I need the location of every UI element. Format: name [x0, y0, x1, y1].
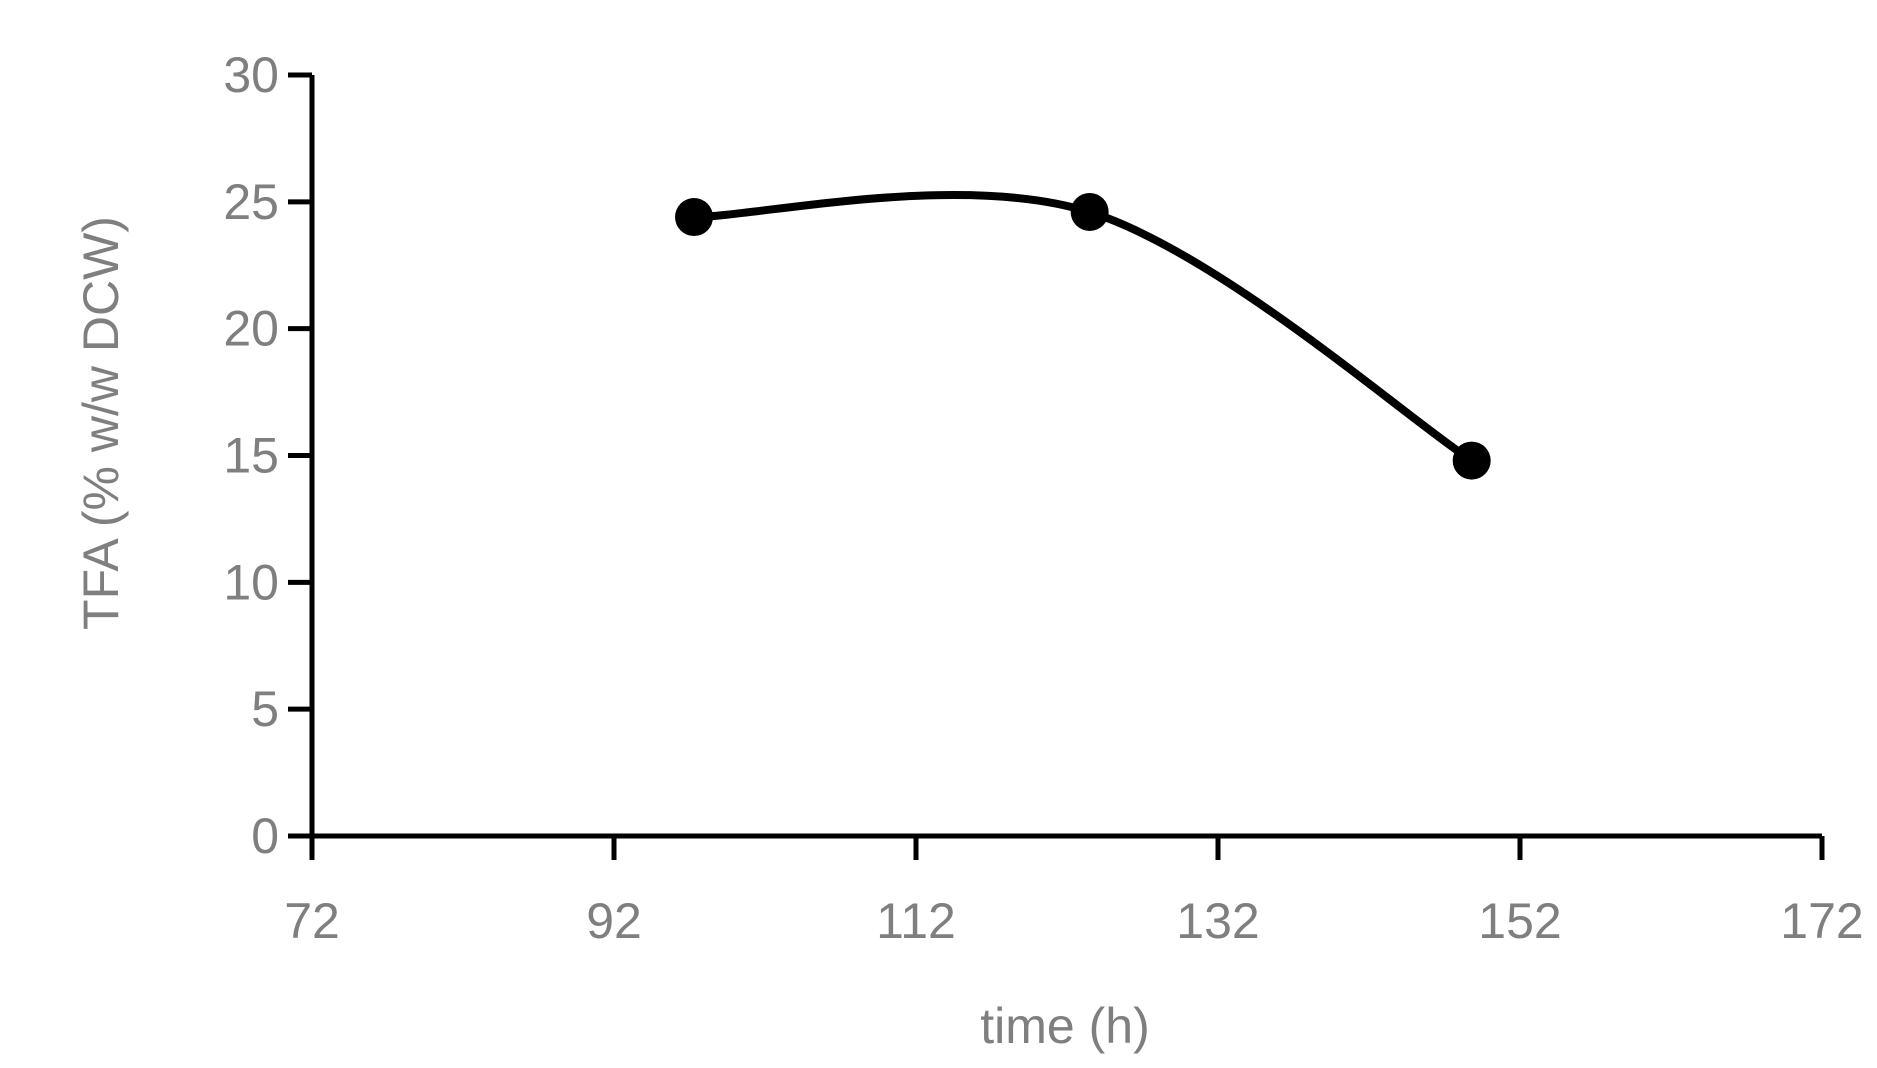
x-tick-label: 172: [1780, 893, 1863, 949]
y-axis-title: TFA (% w/w DCW): [73, 216, 129, 630]
y-tick-label: 5: [251, 681, 279, 737]
x-axis: 72 92 112 132 152 172: [284, 833, 1864, 949]
x-tick-label: 152: [1478, 893, 1561, 949]
x-tick-label: 132: [1176, 893, 1259, 949]
x-axis-title: time (h): [980, 998, 1149, 1054]
series-line: [690, 191, 1476, 465]
series-group: [675, 191, 1491, 480]
y-tick-label: 15: [223, 428, 279, 484]
y-tick-label: 0: [251, 808, 279, 864]
data-point: [1452, 441, 1491, 480]
data-point: [1070, 192, 1109, 231]
y-axis: 0 5 10 15 20 25 30: [223, 47, 315, 864]
y-tick-label: 20: [223, 301, 279, 357]
data-point: [675, 198, 714, 237]
y-tick-label: 25: [223, 174, 279, 230]
x-tick-label: 72: [284, 893, 340, 949]
x-tick-label: 92: [586, 893, 642, 949]
y-tick-label: 10: [223, 554, 279, 610]
y-tick-label: 30: [223, 47, 279, 103]
x-tick-label: 112: [876, 893, 956, 949]
